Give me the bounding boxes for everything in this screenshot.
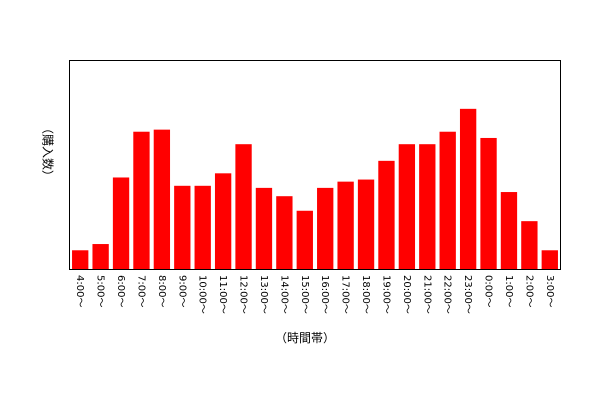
x-tick-label-17: 21:00～ [421,275,432,314]
y-axis-label: （購入数） [41,122,56,182]
x-tick-label-13: 17:00～ [340,275,351,314]
bar-21 [500,192,518,269]
bar-13 [337,181,354,269]
x-tick-label-15: 19:00～ [380,275,391,314]
bar-15 [378,160,395,269]
bar-7 [214,173,232,269]
x-tick-label-10: 14:00～ [278,275,289,314]
x-tick-label-23: 3:00～ [544,275,555,307]
bar-12 [317,187,334,269]
bar-10 [276,196,293,269]
x-tick-label-19: 23:00～ [462,275,473,314]
x-tick-label-16: 20:00～ [401,275,412,314]
bar-5 [174,185,191,269]
x-tick-label-22: 2:00～ [523,275,534,307]
x-tick-label-14: 18:00～ [360,275,371,314]
bar-9 [255,187,273,269]
x-tick-label-7: 11:00～ [217,275,228,314]
x-tick-label-1: 5:00～ [95,275,106,307]
x-tick-label-21: 1:00～ [503,275,514,307]
x-tick-label-12: 16:00～ [319,275,330,314]
x-tick-label-9: 13:00～ [258,275,269,314]
x-tick-label-0: 4:00～ [74,275,85,307]
x-tick-labels: 4:00～ 5:00～ 6:00～ 7:00～ 8:00～ 9:00～ 10:00～ 11:0… [74,275,555,314]
x-tick-label-3: 7:00～ [135,275,146,307]
bar-16 [398,144,416,269]
bar-1 [92,244,109,269]
bar-22 [521,221,538,269]
bar-23 [541,250,558,269]
x-tick-label-8: 12:00～ [238,275,249,314]
bar-0 [72,250,89,269]
bar-3 [133,131,150,269]
x-tick-label-5: 9:00～ [176,275,187,307]
bar-6 [194,185,211,269]
plot-area-frame [69,60,561,270]
x-tick-label-18: 22:00～ [442,275,453,314]
x-tick-label-6: 10:00～ [197,275,208,314]
x-tick-label-11: 15:00～ [299,275,310,314]
bar-8 [235,144,252,269]
bar-17 [419,144,436,269]
bar-20 [480,137,497,269]
bar-11 [296,210,313,269]
bar-18 [439,131,456,269]
x-tick-label-4: 8:00～ [156,275,167,307]
bar-19 [459,108,477,269]
x-tick-label-20: 0:00～ [483,275,494,307]
x-axis-label: （時間帯） [275,331,335,345]
x-tick-label-2: 6:00～ [115,275,126,307]
bar-2 [112,177,130,269]
bars-group [72,108,558,269]
bar-4 [153,129,171,269]
bar-14 [357,179,375,269]
